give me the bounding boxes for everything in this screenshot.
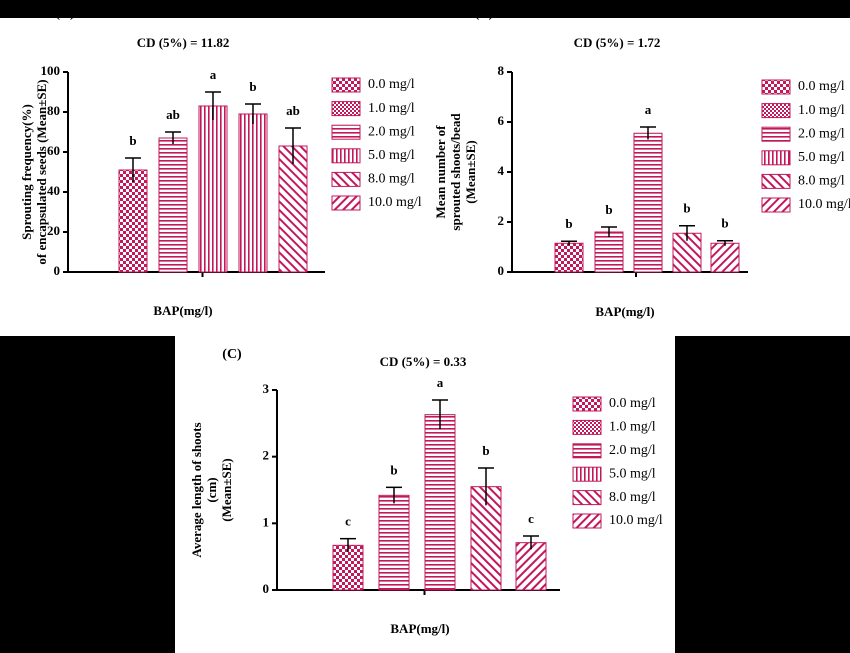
legend-label: 0.0 mg/l xyxy=(368,77,415,92)
y-axis-label: (Mean±SE) xyxy=(219,458,234,521)
y-tick-label: 40 xyxy=(47,183,60,198)
legend-label: 1.0 mg/l xyxy=(609,420,656,435)
y-axis-label: of encapsulated seeds (Mean±SE) xyxy=(34,79,49,264)
bar xyxy=(710,242,740,273)
legend-swatch xyxy=(331,171,361,187)
bar xyxy=(198,105,228,273)
legend-swatch xyxy=(761,103,791,119)
y-axis-label: Mean number of xyxy=(433,125,448,219)
legend-label: 0.0 mg/l xyxy=(609,396,656,411)
y-tick-label: 1 xyxy=(263,514,270,529)
legend-swatch xyxy=(572,443,602,459)
bar xyxy=(278,145,308,273)
significance-letter: b xyxy=(683,201,690,216)
bar xyxy=(424,414,456,591)
y-axis-label: Average length of shoots xyxy=(189,422,204,557)
legend-swatch xyxy=(761,126,791,142)
legend-swatch xyxy=(761,173,791,189)
legend-swatch xyxy=(331,195,361,211)
significance-letter: ab xyxy=(286,103,300,118)
legend-swatch xyxy=(572,419,602,435)
legend-swatch xyxy=(572,466,602,482)
chart-title: CD (5%) = 1.72 xyxy=(574,35,661,50)
legend-label: 2.0 mg/l xyxy=(798,126,845,141)
significance-letter: ab xyxy=(166,107,180,122)
significance-letter: a xyxy=(437,375,444,390)
bar xyxy=(515,542,547,591)
legend-label: 10.0 mg/l xyxy=(798,197,850,212)
y-tick-label: 0 xyxy=(54,263,61,278)
significance-letter: c xyxy=(345,514,351,529)
significance-letter: b xyxy=(605,202,612,217)
y-axis-label: sprouted shoots/bead xyxy=(448,113,463,231)
y-tick-label: 2 xyxy=(263,448,270,463)
legend-swatch xyxy=(572,490,602,506)
y-axis-label: (cm) xyxy=(204,477,219,502)
legend-label: 5.0 mg/l xyxy=(368,148,415,163)
panel-label: (C) xyxy=(222,347,242,362)
legend-swatch xyxy=(761,197,791,213)
y-tick-label: 0 xyxy=(498,263,505,278)
significance-letter: b xyxy=(249,79,256,94)
legend-label: 2.0 mg/l xyxy=(609,443,656,458)
significance-letter: b xyxy=(482,443,489,458)
legend-label: 10.0 mg/l xyxy=(368,195,422,210)
legend-label: 8.0 mg/l xyxy=(368,172,415,187)
legend-swatch xyxy=(572,396,602,412)
bar xyxy=(238,113,268,273)
legend-label: 8.0 mg/l xyxy=(798,174,845,189)
bar xyxy=(378,494,410,591)
bar xyxy=(332,544,364,591)
legend-label: 5.0 mg/l xyxy=(609,466,656,481)
legend-label: 8.0 mg/l xyxy=(609,490,656,505)
y-tick-label: 4 xyxy=(498,163,505,178)
significance-letter: b xyxy=(565,216,572,231)
significance-letter: b xyxy=(129,133,136,148)
y-tick-label: 80 xyxy=(47,103,60,118)
legend-label: 1.0 mg/l xyxy=(368,101,415,116)
significance-letter: a xyxy=(210,67,217,82)
bar xyxy=(594,231,624,273)
legend-label: 2.0 mg/l xyxy=(368,124,415,139)
y-tick-label: 100 xyxy=(41,63,61,78)
y-tick-label: 2 xyxy=(498,213,505,228)
y-tick-label: 60 xyxy=(47,143,60,158)
bar xyxy=(158,137,188,273)
legend-swatch xyxy=(572,513,602,529)
y-tick-label: 8 xyxy=(498,63,505,78)
y-tick-label: 20 xyxy=(47,223,60,238)
y-tick-label: 0 xyxy=(263,581,270,596)
chart-title: CD (5%) = 11.82 xyxy=(137,35,230,50)
legend-label: 0.0 mg/l xyxy=(798,79,845,94)
legend-swatch xyxy=(761,79,791,95)
chart-title: CD (5%) = 0.33 xyxy=(380,354,467,369)
y-axis-label: Sprouting frequency(%) xyxy=(19,104,34,240)
legend-swatch xyxy=(331,77,361,93)
y-tick-label: 6 xyxy=(498,113,505,128)
legend-label: 1.0 mg/l xyxy=(798,103,845,118)
y-axis-label: (Mean±SE) xyxy=(463,140,478,203)
significance-letter: b xyxy=(390,462,397,477)
bar xyxy=(118,169,148,273)
legend-swatch xyxy=(331,124,361,140)
legend-swatch xyxy=(331,148,361,164)
x-axis-label: BAP(mg/l) xyxy=(390,621,449,636)
legend-label: 10.0 mg/l xyxy=(609,513,663,528)
significance-letter: b xyxy=(721,216,728,231)
legend-swatch xyxy=(761,150,791,166)
top-strip xyxy=(0,0,850,18)
x-axis-label: BAP(mg/l) xyxy=(595,304,654,319)
bar xyxy=(633,132,663,273)
legend-swatch xyxy=(331,101,361,117)
x-axis-label: BAP(mg/l) xyxy=(153,303,212,318)
significance-letter: a xyxy=(645,102,652,117)
bar xyxy=(554,242,584,273)
significance-letter: c xyxy=(528,511,534,526)
y-tick-label: 3 xyxy=(263,381,270,396)
legend-label: 5.0 mg/l xyxy=(798,150,845,165)
